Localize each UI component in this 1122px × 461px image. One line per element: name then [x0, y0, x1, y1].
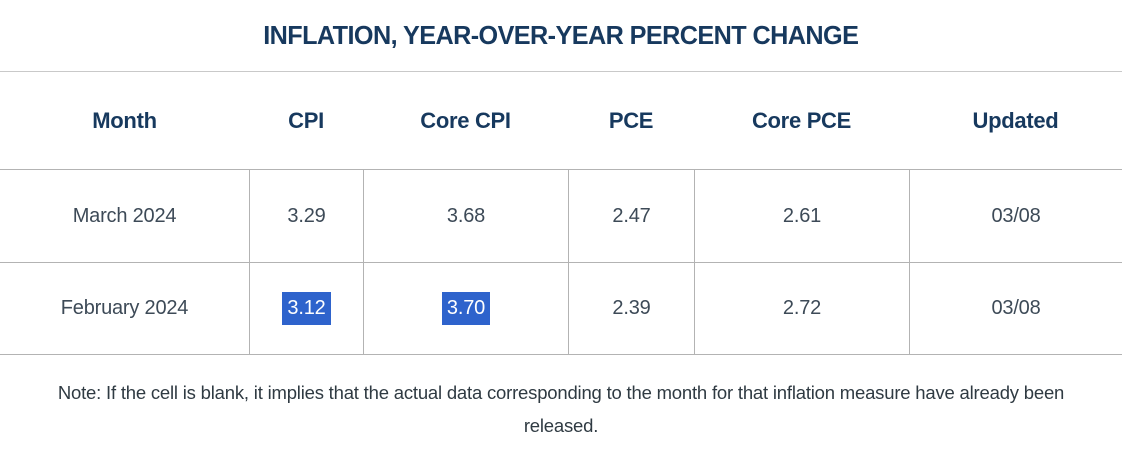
cell-core-cpi: 3.70	[363, 263, 568, 354]
table-footnote: Note: If the cell is blank, it implies t…	[57, 382, 1065, 436]
cell-updated: 03/08	[909, 170, 1122, 262]
table-header-row: Month CPI Core CPI PCE Core PCE Updated	[0, 72, 1122, 169]
column-header-core-pce: Core PCE	[751, 107, 852, 133]
column-header-cpi: CPI	[288, 107, 324, 133]
column-header-month: Month	[92, 107, 157, 133]
column-header-updated: Updated	[972, 107, 1059, 133]
cell-cpi: 3.12	[249, 263, 363, 354]
page-title: INFLATION, YEAR-OVER-YEAR PERCENT CHANGE	[263, 20, 859, 50]
selected-value-core-cpi[interactable]: 3.70	[441, 292, 491, 325]
cell-pce: 2.39	[568, 263, 694, 354]
cell-cpi: 3.29	[249, 170, 363, 262]
inflation-table: Month CPI Core CPI PCE Core PCE Updated …	[0, 72, 1122, 355]
cell-month: February 2024	[60, 297, 189, 319]
table-row-march-2024: March 2024 3.29 3.68 2.47 2.61 03/08	[0, 169, 1122, 262]
column-header-pce: PCE	[608, 107, 654, 133]
cell-month: March 2024	[72, 204, 177, 227]
selected-value-cpi[interactable]: 3.12	[282, 292, 331, 325]
table-row-february-2024: February 2024 3.12 3.70 2.39 2.72 03/08	[0, 262, 1122, 355]
cell-core-pce: 2.61	[694, 170, 909, 262]
cell-updated: 03/08	[909, 263, 1122, 354]
cell-pce: 2.47	[568, 170, 694, 262]
table-title-bar: INFLATION, YEAR-OVER-YEAR PERCENT CHANGE	[0, 0, 1122, 72]
column-header-core-cpi: Core CPI	[420, 107, 511, 133]
cell-core-pce: 2.72	[694, 263, 909, 354]
cell-core-cpi: 3.68	[363, 170, 568, 262]
